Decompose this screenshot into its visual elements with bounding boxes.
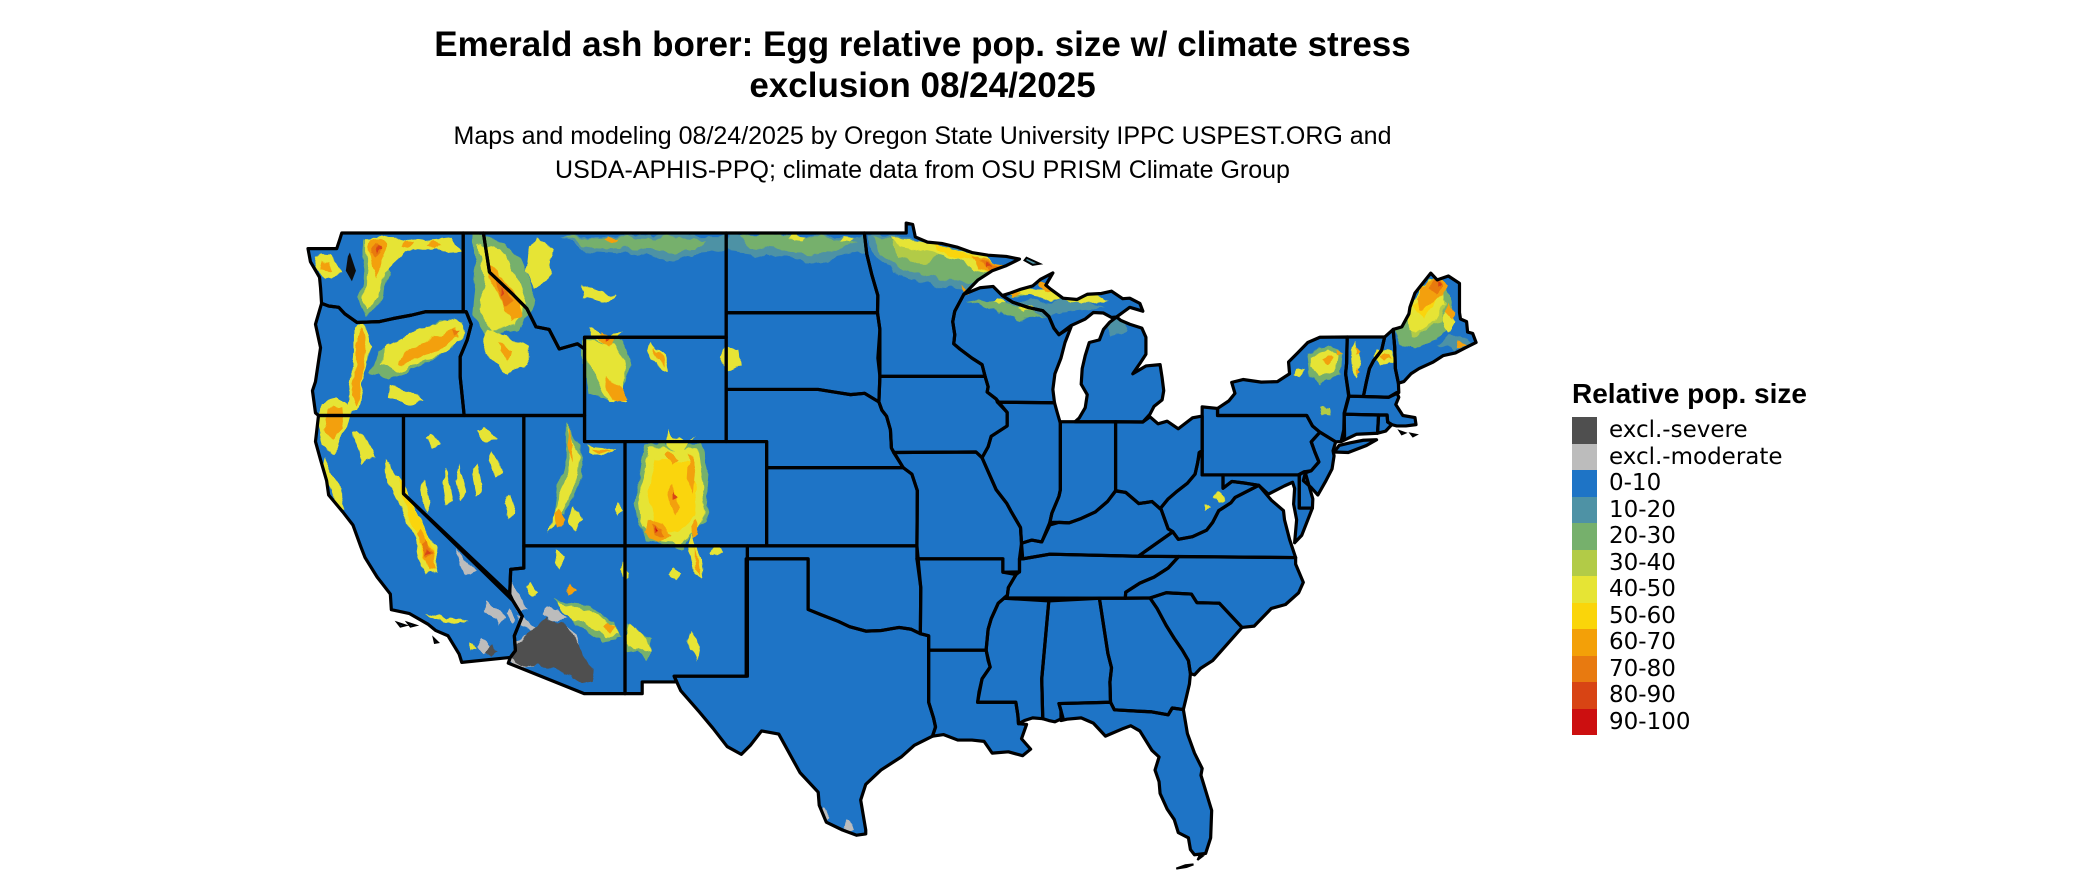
legend-swatch <box>1572 708 1597 735</box>
legend-swatch <box>1572 576 1597 603</box>
legend-item: 20-30 <box>1572 523 1807 550</box>
map-title-line-1: Emerald ash borer: Egg relative pop. siz… <box>434 25 1411 64</box>
legend-label: 10-20 <box>1609 496 1676 523</box>
islands <box>397 258 1416 869</box>
map-subtitle: Maps and modeling 08/24/2025 by Oregon S… <box>0 119 1845 187</box>
legend-swatch <box>1572 682 1597 709</box>
terrain-overlay <box>314 234 1472 661</box>
legend-label: 0-10 <box>1609 470 1662 497</box>
legend-item: 10-20 <box>1572 496 1807 523</box>
legend-item: 80-90 <box>1572 682 1807 709</box>
legend-item: 40-50 <box>1572 576 1807 603</box>
legend-label: 30-40 <box>1609 549 1676 576</box>
legend-swatch <box>1572 629 1597 656</box>
legend-label: 70-80 <box>1609 655 1676 682</box>
legend-label: excl.-moderate <box>1609 443 1783 470</box>
legend-swatch <box>1572 470 1597 497</box>
legend-item: 90-100 <box>1572 708 1807 735</box>
map-title: Emerald ash borer: Egg relative pop. siz… <box>0 24 1845 106</box>
legend-swatch <box>1572 602 1597 629</box>
massachusetts-islands <box>1400 431 1416 436</box>
legend-item: 70-80 <box>1572 655 1807 682</box>
legend-item: 60-70 <box>1572 629 1807 656</box>
legend: Relative pop. size excl.-severe excl.-mo… <box>1572 380 1807 735</box>
legend-item: excl.-severe <box>1572 417 1807 444</box>
isle-royale <box>1025 258 1040 265</box>
legend-swatch <box>1572 443 1597 470</box>
legend-swatch <box>1572 417 1597 444</box>
legend-item: 50-60 <box>1572 602 1807 629</box>
legend-label: 60-70 <box>1609 629 1676 656</box>
legend-swatch <box>1572 496 1597 523</box>
map-subtitle-line-2: USDA-APHIS-PPQ; climate data from OSU PR… <box>555 156 1290 184</box>
legend-title: Relative pop. size <box>1572 378 1807 409</box>
legend-label: 90-100 <box>1609 708 1691 735</box>
map-subtitle-line-1: Maps and modeling 08/24/2025 by Oregon S… <box>453 122 1392 150</box>
legend-label: 20-30 <box>1609 523 1676 550</box>
channel-islands <box>397 623 437 643</box>
legend-swatch <box>1572 549 1597 576</box>
legend-item: 30-40 <box>1572 549 1807 576</box>
legend-label: 80-90 <box>1609 682 1676 709</box>
legend-swatch <box>1572 655 1597 682</box>
legend-swatch <box>1572 523 1597 550</box>
legend-label: 50-60 <box>1609 602 1676 629</box>
florida-keys <box>1176 856 1202 869</box>
legend-item: excl.-moderate <box>1572 443 1807 470</box>
puget-sound <box>345 252 356 282</box>
legend-item: 0-10 <box>1572 470 1807 497</box>
exclusion-overlay <box>458 548 853 833</box>
legend-label: 40-50 <box>1609 576 1676 603</box>
header: Emerald ash borer: Egg relative pop. siz… <box>0 24 1845 187</box>
map-title-line-2: exclusion 08/24/2025 <box>749 66 1096 105</box>
legend-label: excl.-severe <box>1609 417 1748 444</box>
